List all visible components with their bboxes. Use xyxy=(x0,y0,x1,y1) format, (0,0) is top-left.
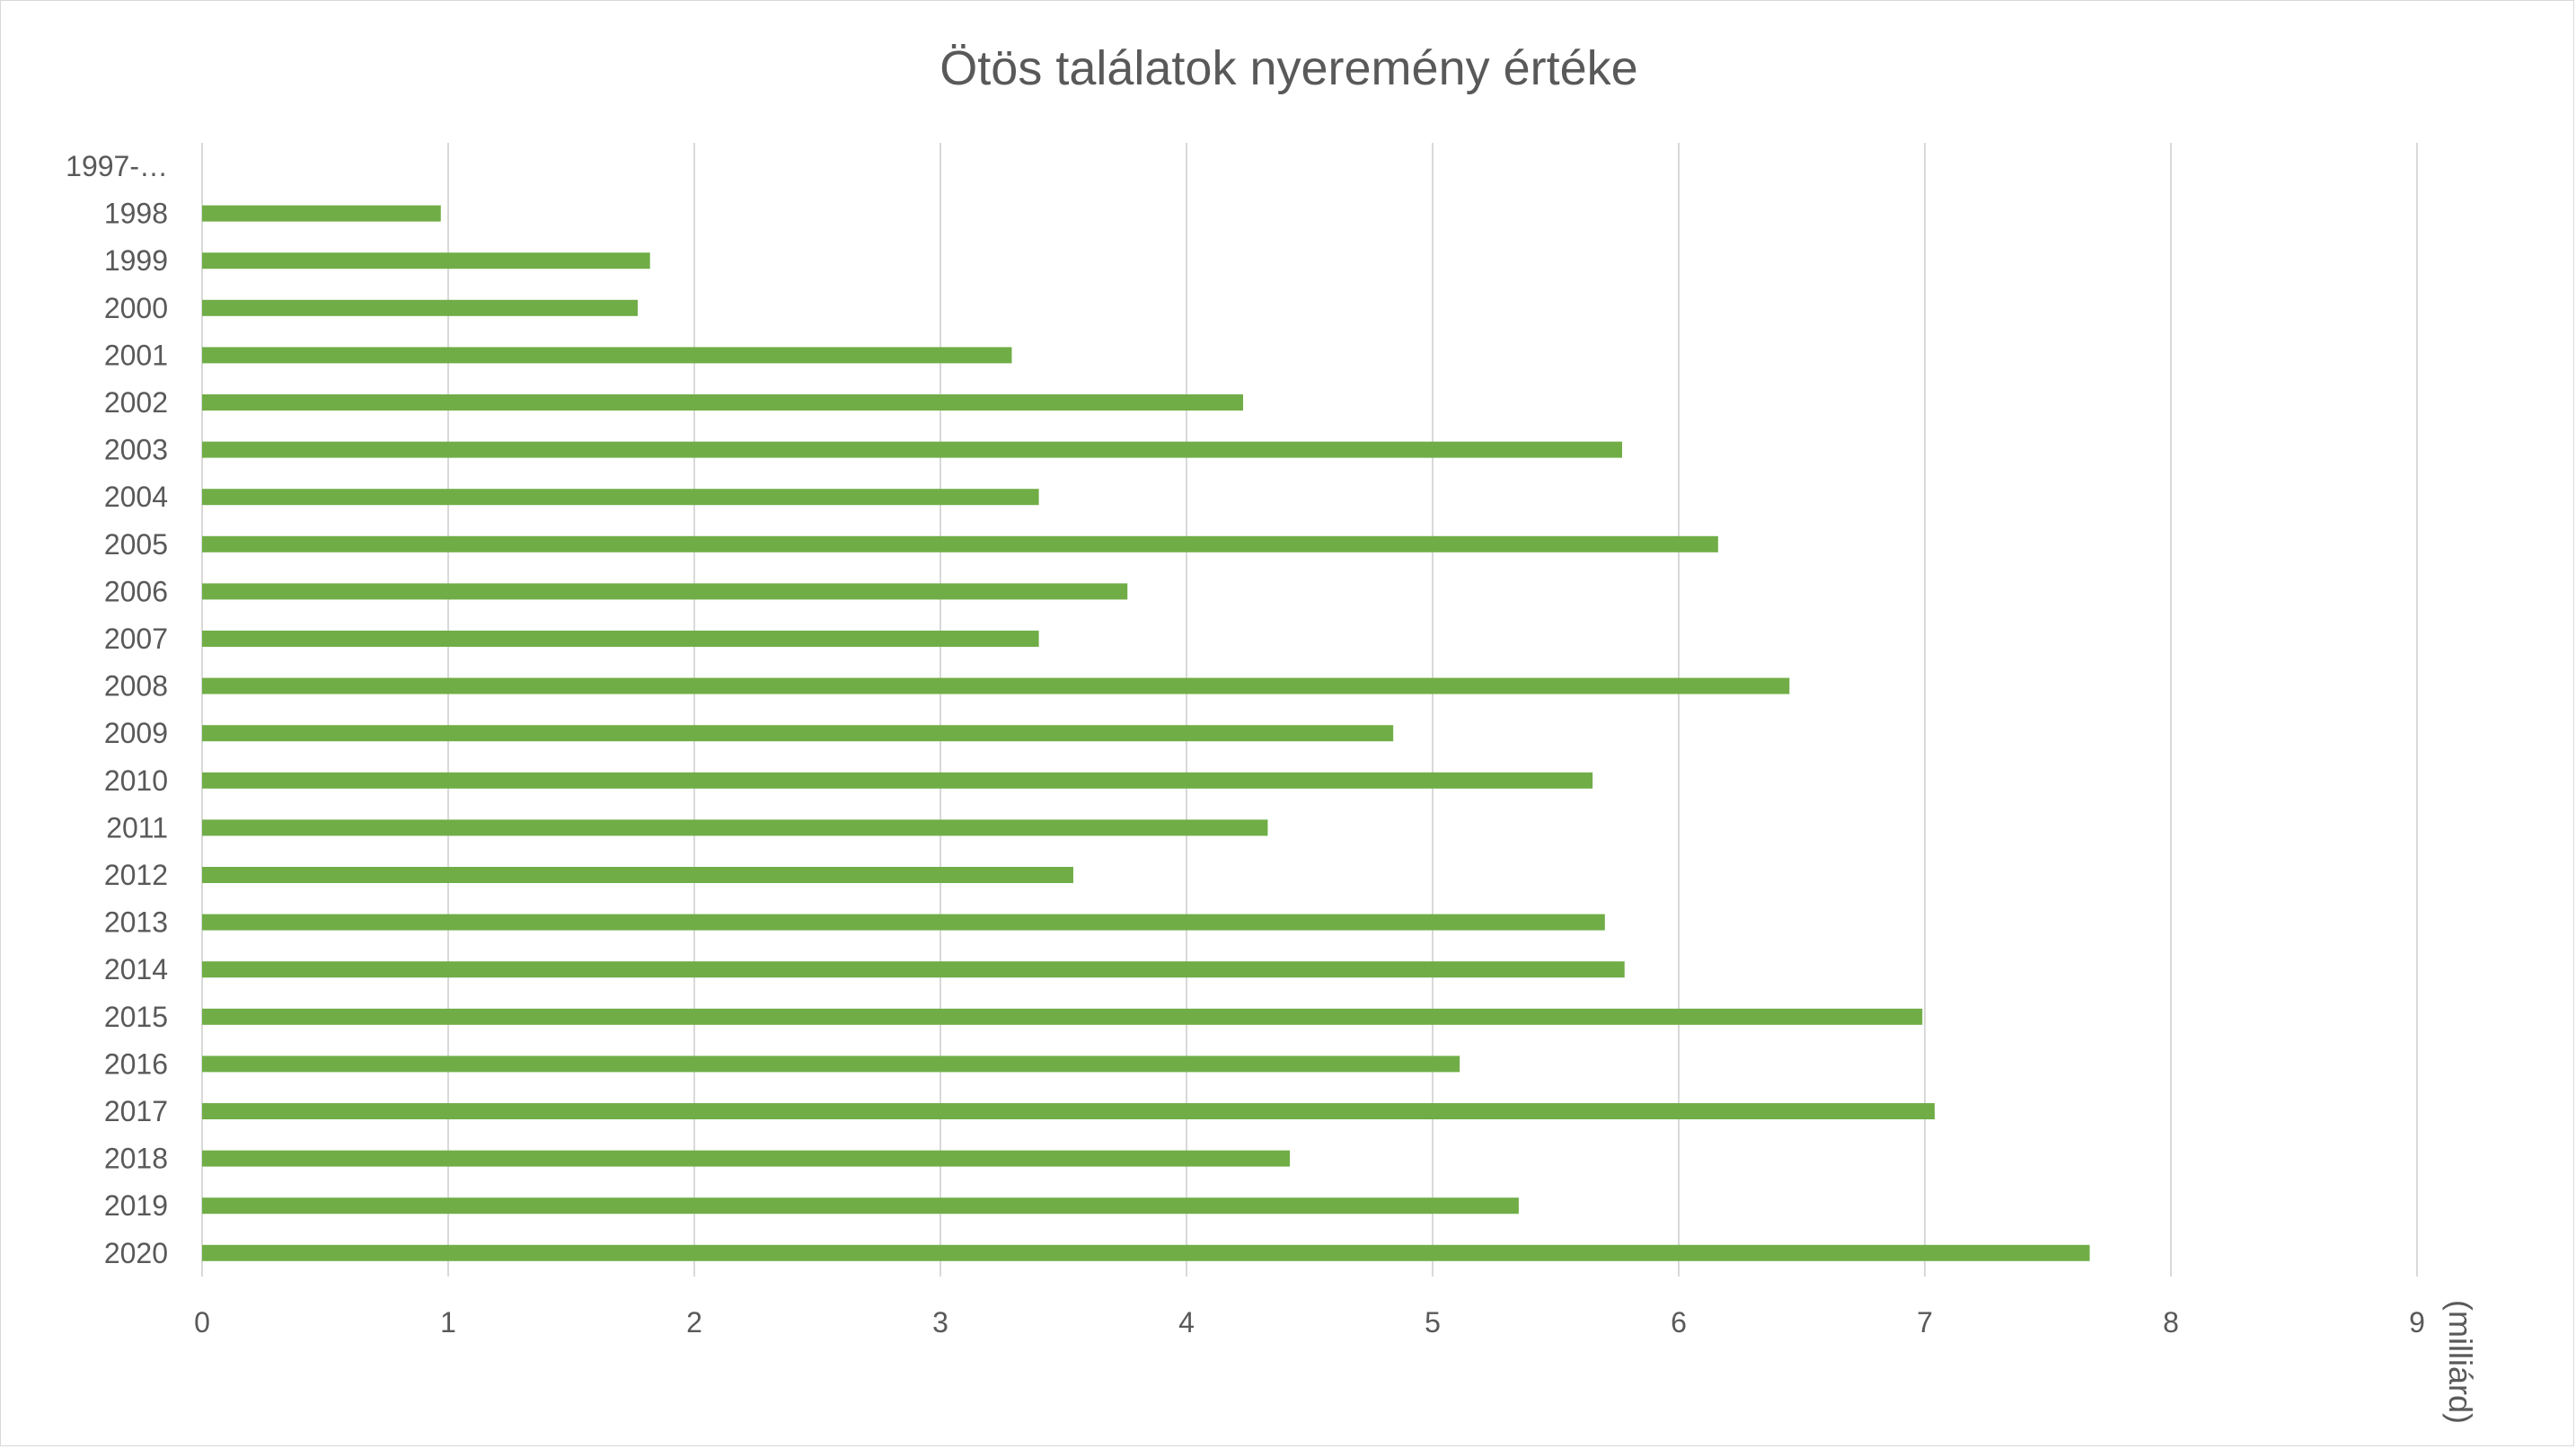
x-axis-unit-label: (milliárd) xyxy=(2442,1300,2479,1424)
bar-2005 xyxy=(202,535,1718,552)
bar-2020 xyxy=(202,1244,2090,1261)
bar-2001 xyxy=(202,347,1012,364)
bar-2010 xyxy=(202,772,1593,789)
y-tick-label: 2017 xyxy=(104,1095,168,1127)
y-tick-label: 2011 xyxy=(106,811,168,844)
x-tick-label: 6 xyxy=(1671,1306,1687,1339)
x-tick-label: 4 xyxy=(1178,1306,1195,1339)
bar-2016 xyxy=(202,1056,1460,1073)
x-tick-label: 1 xyxy=(440,1306,456,1339)
bar-2018 xyxy=(202,1150,1291,1167)
gridlines xyxy=(201,143,2418,1277)
bar-2015 xyxy=(202,1008,1923,1025)
y-tick-label: 2004 xyxy=(104,481,168,513)
y-tick-label: 2020 xyxy=(104,1237,168,1269)
bars xyxy=(202,205,2090,1261)
y-tick-label: 2015 xyxy=(104,1001,168,1033)
bar-2019 xyxy=(202,1197,1519,1215)
y-tick-label: 2008 xyxy=(104,670,168,702)
bar-2006 xyxy=(202,583,1128,600)
y-tick-label: 2007 xyxy=(104,623,168,655)
bar-2004 xyxy=(202,489,1039,506)
y-tick-label: 1998 xyxy=(104,198,168,230)
bar-2013 xyxy=(202,914,1605,931)
y-tick-label: 2005 xyxy=(104,528,168,561)
bar-2008 xyxy=(202,677,1790,694)
y-tick-label: 2018 xyxy=(104,1143,168,1175)
x-tick-label: 0 xyxy=(194,1306,210,1339)
x-tick-label: 5 xyxy=(1425,1306,1441,1339)
y-tick-label: 2000 xyxy=(104,292,168,324)
y-tick-label: 1999 xyxy=(104,244,168,277)
chart-title: Ötös találatok nyeremény értéke xyxy=(940,41,1637,95)
y-tick-label: 2010 xyxy=(104,764,168,797)
x-tick-label: 8 xyxy=(2163,1306,2179,1339)
bar-2007 xyxy=(202,631,1039,647)
bar-2002 xyxy=(202,394,1244,411)
y-tick-label: 2012 xyxy=(104,859,168,891)
bar-2011 xyxy=(202,819,1268,836)
y-tick-label: 2001 xyxy=(104,339,168,371)
bar-2003 xyxy=(202,441,1622,458)
y-tick-label: 2016 xyxy=(104,1047,168,1080)
bar-2014 xyxy=(202,961,1625,978)
x-tick-label: 9 xyxy=(2409,1306,2425,1339)
y-tick-label: 2003 xyxy=(104,434,168,466)
bar-1999 xyxy=(202,252,650,269)
y-tick-label: 2013 xyxy=(104,906,168,939)
y-tick-label: 2009 xyxy=(104,717,168,749)
bar-2000 xyxy=(202,299,638,316)
y-tick-label: 2002 xyxy=(104,386,168,419)
value-axis: 0 1 2 3 4 5 6 7 8 9 xyxy=(194,1306,2425,1339)
x-tick-label: 7 xyxy=(1917,1306,1933,1339)
bar-2009 xyxy=(202,725,1394,742)
y-tick-label: 2019 xyxy=(104,1189,168,1222)
y-tick-label: 2006 xyxy=(104,575,168,607)
bar-1998 xyxy=(202,205,441,222)
y-tick-label: 1997-… xyxy=(66,150,168,182)
y-tick-label: 2014 xyxy=(104,953,168,985)
category-axis: 1997-… 1998 1999 2000 2001 2002 2003 2004 2005 20… xyxy=(66,150,168,1269)
x-tick-label: 3 xyxy=(932,1306,948,1339)
bar-2017 xyxy=(202,1103,1935,1119)
x-tick-label: 2 xyxy=(686,1306,702,1339)
bar-2012 xyxy=(202,867,1073,883)
